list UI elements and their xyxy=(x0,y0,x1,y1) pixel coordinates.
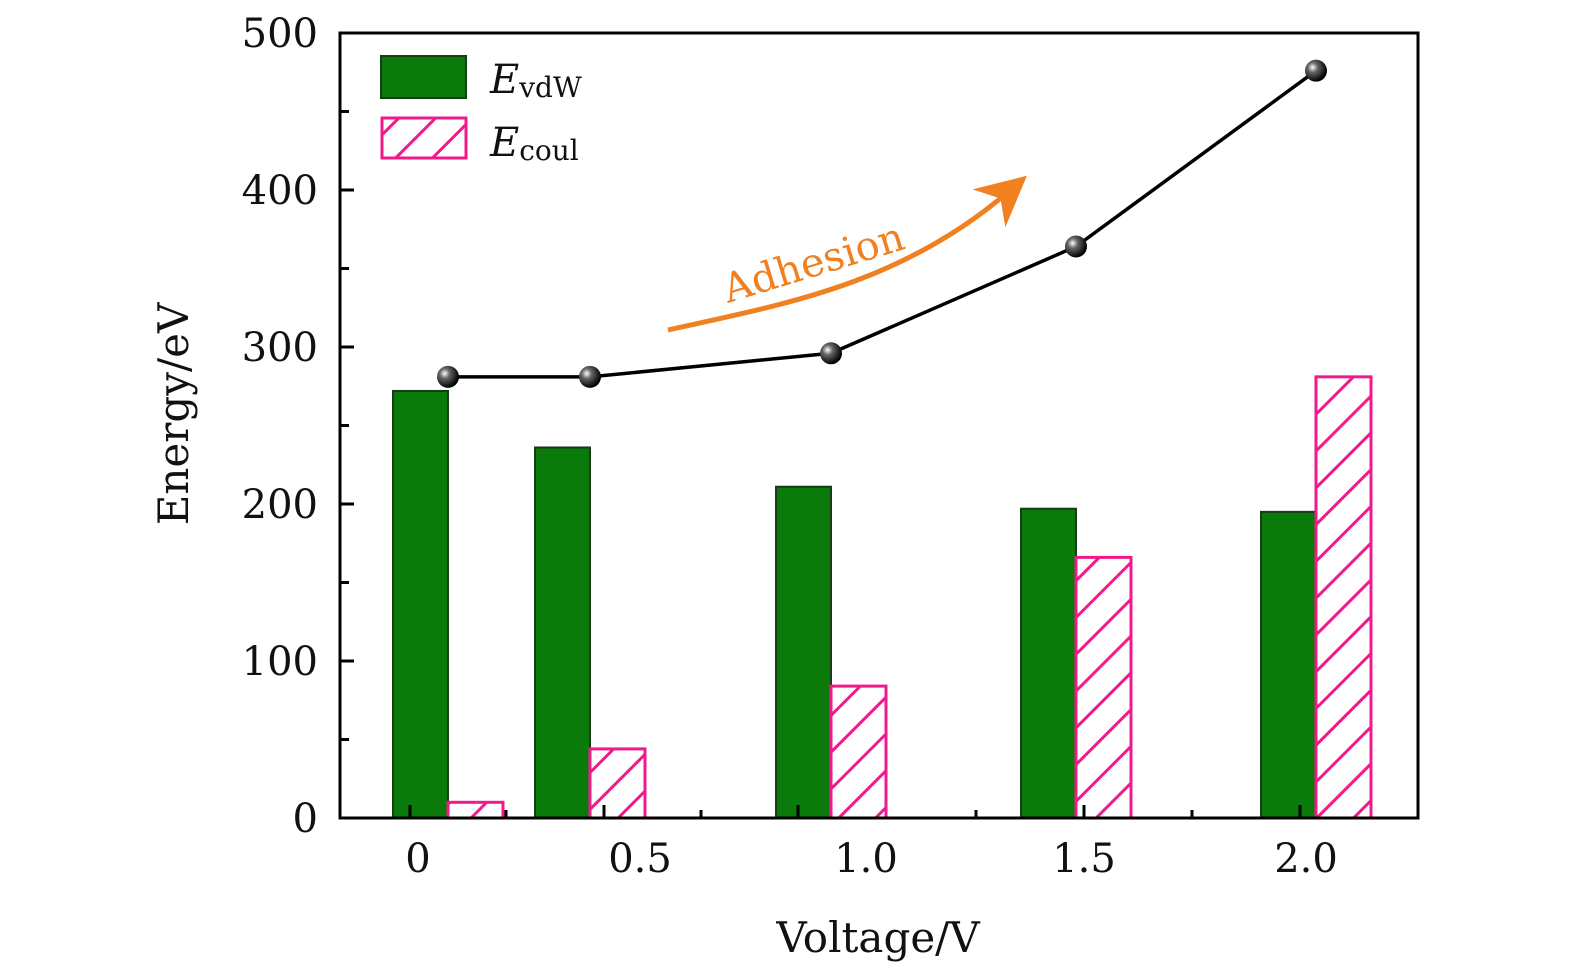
y-tick-label: 400 xyxy=(242,168,318,214)
x-axis-ticks: 0 0.5 1.0 1.5 2.0 xyxy=(405,805,1338,882)
legend-swatch-coul xyxy=(380,116,468,160)
legend-label-coul: Ecoul xyxy=(489,120,579,167)
adhesion-arrow xyxy=(667,175,1027,333)
y-tick-label: 0 xyxy=(293,796,318,842)
y-axis-ticks: 0 100 200 300 400 500 xyxy=(242,11,354,842)
bar-vdw-1.5 xyxy=(1020,507,1077,819)
total-point-0 xyxy=(437,365,459,388)
legend: EvdW Ecoul xyxy=(380,55,582,167)
bar-coul-0 xyxy=(446,800,505,820)
total-point-1.5 xyxy=(1065,235,1087,258)
bars-layer xyxy=(392,375,1373,820)
total-point-0.5 xyxy=(579,365,601,388)
y-tick-label: 500 xyxy=(242,11,318,57)
x-tick-label: 0 xyxy=(405,836,430,882)
total-point-2.0 xyxy=(1305,59,1327,82)
y-axis-title: Energy/eV xyxy=(149,302,198,525)
bar-vdw-0.5 xyxy=(534,446,591,819)
y-tick-label: 200 xyxy=(242,482,318,528)
bar-vdw-2.0 xyxy=(1260,510,1317,819)
x-axis-title: Voltage/V xyxy=(775,913,980,962)
adhesion-annotation: Adhesion xyxy=(667,175,1027,333)
bar-coul-1.0 xyxy=(829,684,888,820)
x-tick-label: 1.5 xyxy=(1052,836,1116,882)
bar-coul-0.5 xyxy=(588,747,647,820)
bar-coul-1.5 xyxy=(1074,555,1133,820)
legend-label-vdw: EvdW xyxy=(489,57,582,104)
bar-coul-2.0 xyxy=(1314,375,1373,820)
x-tick-label: 0.5 xyxy=(608,836,672,882)
x-tick-label: 1.0 xyxy=(834,836,898,882)
total-line-layer xyxy=(437,59,1327,388)
x-tick-label: 2.0 xyxy=(1274,836,1338,882)
adhesion-label: Adhesion xyxy=(717,214,910,313)
y-tick-label: 100 xyxy=(242,639,318,685)
legend-swatch-vdw xyxy=(380,55,467,99)
bar-vdw-1.0 xyxy=(775,485,832,819)
total-point-1.0 xyxy=(820,342,842,365)
y-tick-label: 300 xyxy=(242,325,318,371)
bar-vdw-0 xyxy=(392,389,449,819)
